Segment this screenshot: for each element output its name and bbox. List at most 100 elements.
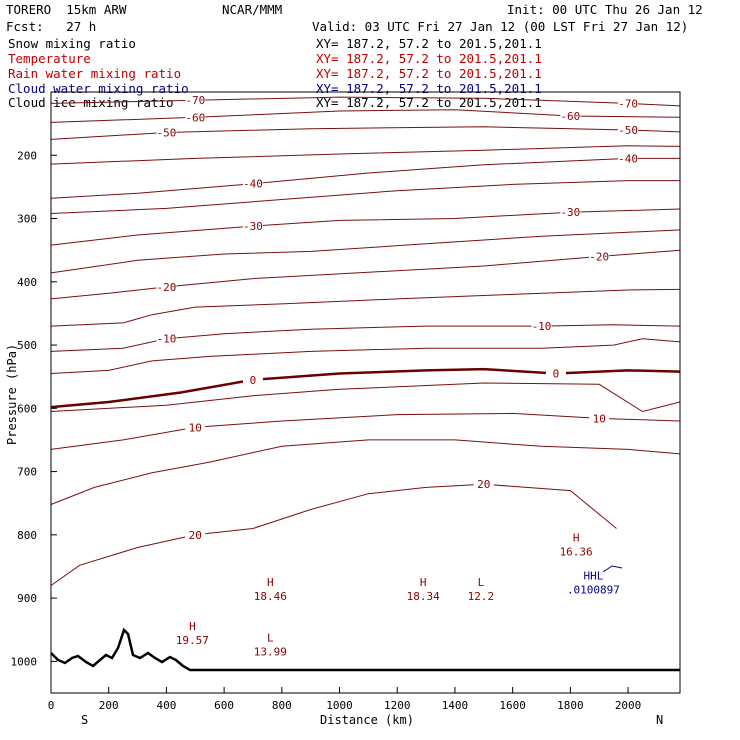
- isotherm-line: [50, 145, 681, 165]
- x-tick-label: 1000: [326, 699, 353, 712]
- extremum-value: .0100897: [567, 583, 620, 596]
- isotherm-label: -40: [243, 178, 263, 191]
- isotherm-label-bg: [185, 421, 206, 433]
- extremum-type: H: [189, 620, 196, 633]
- isotherm-label-bg: [560, 206, 581, 218]
- isotherm-line: [50, 180, 680, 214]
- legend-rain: Rain water mixing ratio: [8, 66, 182, 81]
- isotherm-label-bg: [156, 332, 177, 344]
- plot-frame: [50, 91, 681, 694]
- y-tick-label: 300: [17, 213, 37, 226]
- isotherm-line: [50, 157, 680, 199]
- isotherm-label: -50: [618, 124, 638, 137]
- isotherm-label: -20: [156, 281, 176, 294]
- x-end-label-south: S: [81, 713, 88, 727]
- y-tick-label: 600: [17, 402, 37, 415]
- terrain-layer: [50, 627, 680, 672]
- isotherm-label: 0: [553, 368, 560, 381]
- y-tick-label: 1000: [11, 655, 38, 668]
- cloud-water-contour: [602, 565, 623, 573]
- isotherm-label: 10: [189, 421, 202, 434]
- isotherm-line: [50, 288, 681, 327]
- isotherm-line: [50, 483, 617, 586]
- x-tick-label: 1400: [442, 699, 469, 712]
- x-tick-label: 400: [156, 699, 176, 712]
- isotherm-label-bg: [185, 111, 206, 123]
- isotherm-label-bg: [473, 478, 494, 490]
- isotherm-line: [50, 338, 681, 374]
- isotherm-label-bg: [185, 94, 206, 106]
- isotherm-label-bg: [185, 528, 206, 540]
- x-tick-label: 0: [48, 699, 55, 712]
- extremum-type: H: [267, 576, 274, 589]
- extremum-value: 13.99: [254, 645, 287, 658]
- isotherm-label: -70: [185, 94, 205, 107]
- legend-rain-xy: XY= 187.2, 57.2 to 201.5,201.1: [316, 66, 542, 81]
- y-tick-label: 500: [17, 339, 37, 352]
- isotherm-line: [50, 126, 681, 140]
- isotherm-label: 0: [250, 374, 257, 387]
- isotherm-label: -40: [618, 152, 638, 165]
- y-axis-label: Pressure (hPa): [5, 344, 19, 445]
- x-tick-label: 200: [99, 699, 119, 712]
- extremum-type: H: [573, 531, 580, 544]
- isotherm-label-bg: [242, 220, 263, 232]
- legend-snow-xy: XY= 187.2, 57.2 to 201.5,201.1: [316, 36, 542, 51]
- isotherm-label-bg: [589, 250, 610, 262]
- x-axis-label: Distance (km): [320, 713, 414, 727]
- isotherm-line: [50, 109, 681, 123]
- axes-layer: 0 200 400 600 800 1000 1200 1400 1600 1800 2000200…: [11, 149, 642, 712]
- isotherm-label: -50: [156, 126, 176, 139]
- x-end-label-north: N: [656, 713, 663, 727]
- isotherm-label-bg: [156, 126, 177, 138]
- init-time: Init: 00 UTC Thu 26 Jan 12: [507, 2, 703, 17]
- isotherm-label-bg: [618, 152, 639, 164]
- isotherm-label: 20: [189, 529, 202, 542]
- terrain-profile: [50, 627, 680, 672]
- isotherm-label: -10: [156, 333, 176, 346]
- isotherm-line: [50, 412, 681, 450]
- extremum-value: 18.34: [407, 590, 440, 603]
- isotherm-line: [50, 229, 681, 274]
- isotherm-label-bg: [589, 412, 610, 424]
- extremum-type: L: [478, 576, 485, 589]
- legend-temperature: Temperature: [8, 51, 91, 66]
- x-tick-label: 1800: [557, 699, 584, 712]
- legend-cloud-ice-xy: XY= 187.2, 57.2 to 201.5,201.1: [316, 95, 542, 110]
- isotherm-label: 10: [593, 412, 606, 425]
- forecast-hour: Fcst: 27 h: [6, 19, 97, 34]
- extremum-type: L: [267, 631, 274, 644]
- model-name: TORERO 15km ARW: [6, 2, 127, 17]
- isotherm-label-bg: [560, 110, 581, 122]
- isotherm-label: -30: [243, 220, 263, 233]
- isotherm-label-bg: [156, 280, 177, 292]
- isotherm-label: -60: [185, 111, 205, 124]
- isotherm-label-bg: [618, 123, 639, 135]
- y-tick-label: 900: [17, 592, 37, 605]
- extremum-type: HHL: [584, 569, 604, 582]
- isotherm-line: [50, 367, 681, 409]
- isotherm-label-bg: [545, 367, 566, 379]
- isotherm-label: -60: [560, 110, 580, 123]
- isotherm-line: [50, 249, 681, 300]
- legend-temperature-xy: XY= 187.2, 57.2 to 201.5,201.1: [316, 51, 542, 66]
- x-tick-label: 1600: [499, 699, 526, 712]
- isotherm-line: [50, 208, 681, 246]
- isotherm-line: [50, 439, 681, 505]
- isotherm-label-bg: [242, 177, 263, 189]
- y-tick-label: 400: [17, 276, 37, 289]
- x-tick-label: 800: [272, 699, 292, 712]
- isotherm-label-bg: [531, 320, 552, 332]
- isotherm-label: -10: [532, 320, 552, 333]
- x-tick-label: 2000: [615, 699, 642, 712]
- isotherm-label: 20: [477, 478, 490, 491]
- valid-time: Valid: 03 UTC Fri 27 Jan 12 (00 LST Fri …: [312, 19, 689, 34]
- isotherm-label-bg: [618, 97, 639, 109]
- isotherm-label: -70: [618, 97, 638, 110]
- highs-lows-layer: H19.57H18.46L13.99H18.34L12.2H16.36HHL.0…: [176, 531, 620, 658]
- extremum-value: 18.46: [254, 590, 287, 603]
- isotherm-line: [50, 96, 681, 107]
- extremum-value: 16.36: [560, 545, 593, 558]
- isotherm-line: [50, 324, 681, 352]
